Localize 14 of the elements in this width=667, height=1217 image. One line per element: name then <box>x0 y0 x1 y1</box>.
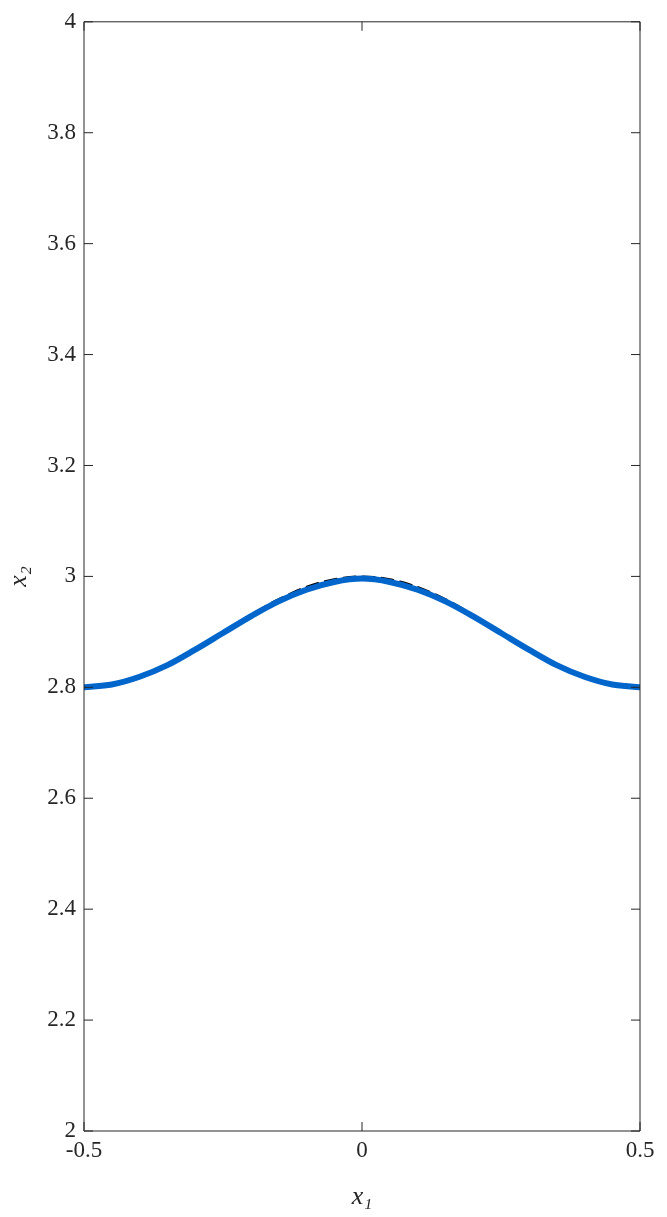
y-tick-label: 3.4 <box>47 340 77 366</box>
y-tick-label: 2.8 <box>47 673 76 699</box>
y-tick-label: 3.8 <box>47 118 76 144</box>
y-axis-title: x₂ <box>3 566 33 588</box>
y-tick-label: 2.4 <box>47 895 77 921</box>
y-tick-label: 4 <box>64 7 77 33</box>
y-tick-label: 3 <box>64 562 76 588</box>
y-tick-label: 2.6 <box>47 784 76 810</box>
y-tick-label: 3.2 <box>47 451 76 477</box>
y-tick-label: 3.6 <box>47 229 76 255</box>
y-tick-label: 2.2 <box>47 1006 76 1032</box>
x-axis-title: x₁ <box>350 1181 373 1211</box>
x-tick-label: 0 <box>356 1136 368 1162</box>
x-tick-label: 0.5 <box>625 1136 655 1162</box>
